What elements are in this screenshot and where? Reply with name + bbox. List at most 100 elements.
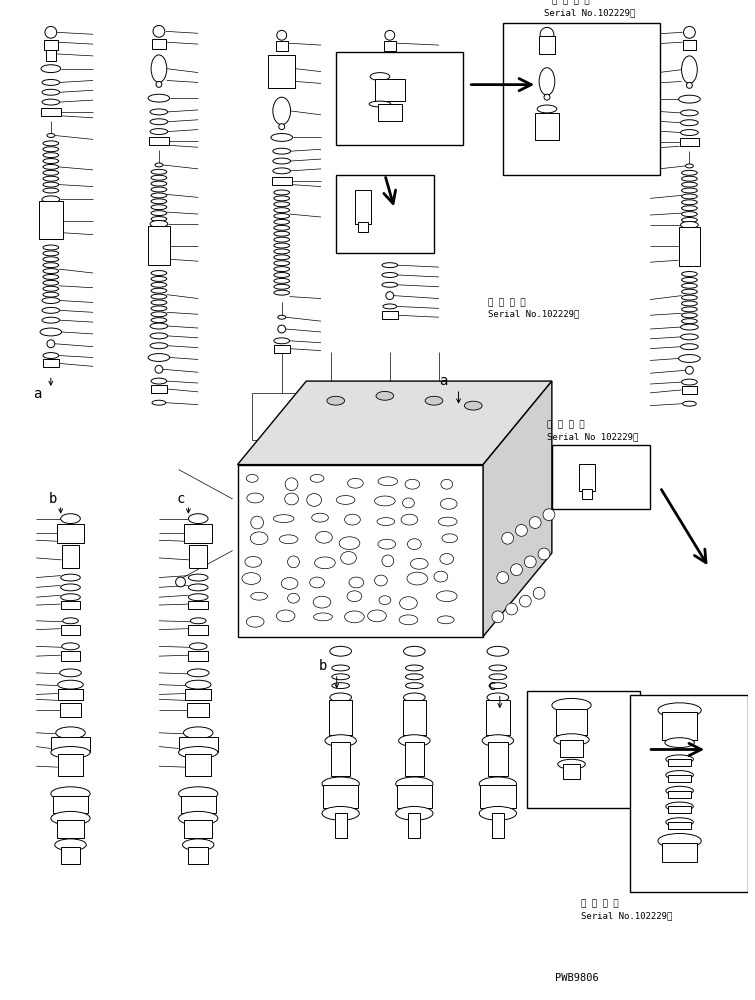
Ellipse shape [151,211,167,216]
Ellipse shape [151,199,167,204]
Ellipse shape [399,735,430,747]
Circle shape [543,509,555,521]
Ellipse shape [680,110,698,116]
Ellipse shape [322,806,359,820]
Ellipse shape [377,518,395,525]
Ellipse shape [682,182,698,187]
Ellipse shape [682,283,698,288]
Ellipse shape [189,594,208,601]
Ellipse shape [370,73,390,80]
Ellipse shape [151,378,167,384]
Circle shape [506,603,517,615]
Bar [274,345,290,353]
Ellipse shape [537,105,556,113]
Ellipse shape [682,194,698,199]
Bar [378,104,402,121]
Ellipse shape [307,494,322,506]
Ellipse shape [382,555,393,567]
Bar [186,754,211,776]
Ellipse shape [382,273,398,277]
Bar [668,822,692,829]
Ellipse shape [148,94,170,102]
Ellipse shape [63,618,79,624]
Circle shape [683,26,695,38]
Ellipse shape [151,187,167,192]
Polygon shape [238,465,483,637]
Bar [53,796,88,813]
Circle shape [502,532,513,544]
Ellipse shape [43,147,59,152]
Ellipse shape [440,553,454,564]
Bar [60,703,82,717]
Ellipse shape [273,97,291,125]
Ellipse shape [151,175,167,180]
Ellipse shape [151,306,167,311]
Ellipse shape [682,379,698,385]
Ellipse shape [279,535,298,544]
Ellipse shape [683,401,696,406]
Bar [492,813,504,838]
Ellipse shape [376,391,393,400]
Bar [329,700,353,735]
Bar [57,524,85,543]
Bar [336,175,434,253]
Ellipse shape [374,496,395,506]
Ellipse shape [368,610,387,622]
Bar [323,785,359,808]
Ellipse shape [682,206,698,211]
Ellipse shape [682,313,698,318]
Ellipse shape [464,401,482,410]
Circle shape [176,577,186,587]
Ellipse shape [330,693,352,702]
Ellipse shape [150,109,168,115]
Ellipse shape [251,592,267,600]
Ellipse shape [273,515,294,523]
Ellipse shape [151,294,167,299]
Ellipse shape [43,280,59,285]
Ellipse shape [382,263,398,268]
Ellipse shape [151,271,167,275]
Bar [57,689,83,700]
Bar [668,806,692,813]
Bar [375,79,405,101]
Ellipse shape [682,272,698,276]
Ellipse shape [274,196,290,201]
Text: 適 用 号 機: 適 用 号 機 [581,899,619,908]
Ellipse shape [190,643,207,650]
Bar [272,177,291,185]
Bar [336,52,464,145]
Bar [187,703,209,717]
Bar [668,791,692,798]
Ellipse shape [336,496,355,504]
Ellipse shape [658,703,701,718]
Ellipse shape [274,225,290,230]
Ellipse shape [273,158,291,164]
Bar [179,737,218,752]
Ellipse shape [274,255,290,260]
Ellipse shape [189,574,208,581]
Ellipse shape [434,571,448,582]
Ellipse shape [347,478,363,488]
Ellipse shape [150,129,168,134]
Text: 適 用 号 機: 適 用 号 機 [552,0,590,5]
Ellipse shape [151,205,167,210]
Text: c: c [177,492,185,506]
Bar [662,843,698,862]
Bar [276,41,288,51]
Bar [331,742,350,776]
Bar [503,23,660,175]
Ellipse shape [680,221,698,228]
Text: PWB9806: PWB9806 [555,973,598,983]
Ellipse shape [271,134,292,141]
Ellipse shape [43,170,59,175]
Polygon shape [483,381,552,637]
Ellipse shape [40,328,62,336]
Ellipse shape [322,777,359,791]
Ellipse shape [403,646,425,656]
Ellipse shape [401,514,418,525]
Text: 適 用 号 機: 適 用 号 機 [488,298,525,307]
Ellipse shape [62,643,79,650]
Ellipse shape [331,674,350,680]
Ellipse shape [274,338,290,344]
Ellipse shape [43,245,59,250]
